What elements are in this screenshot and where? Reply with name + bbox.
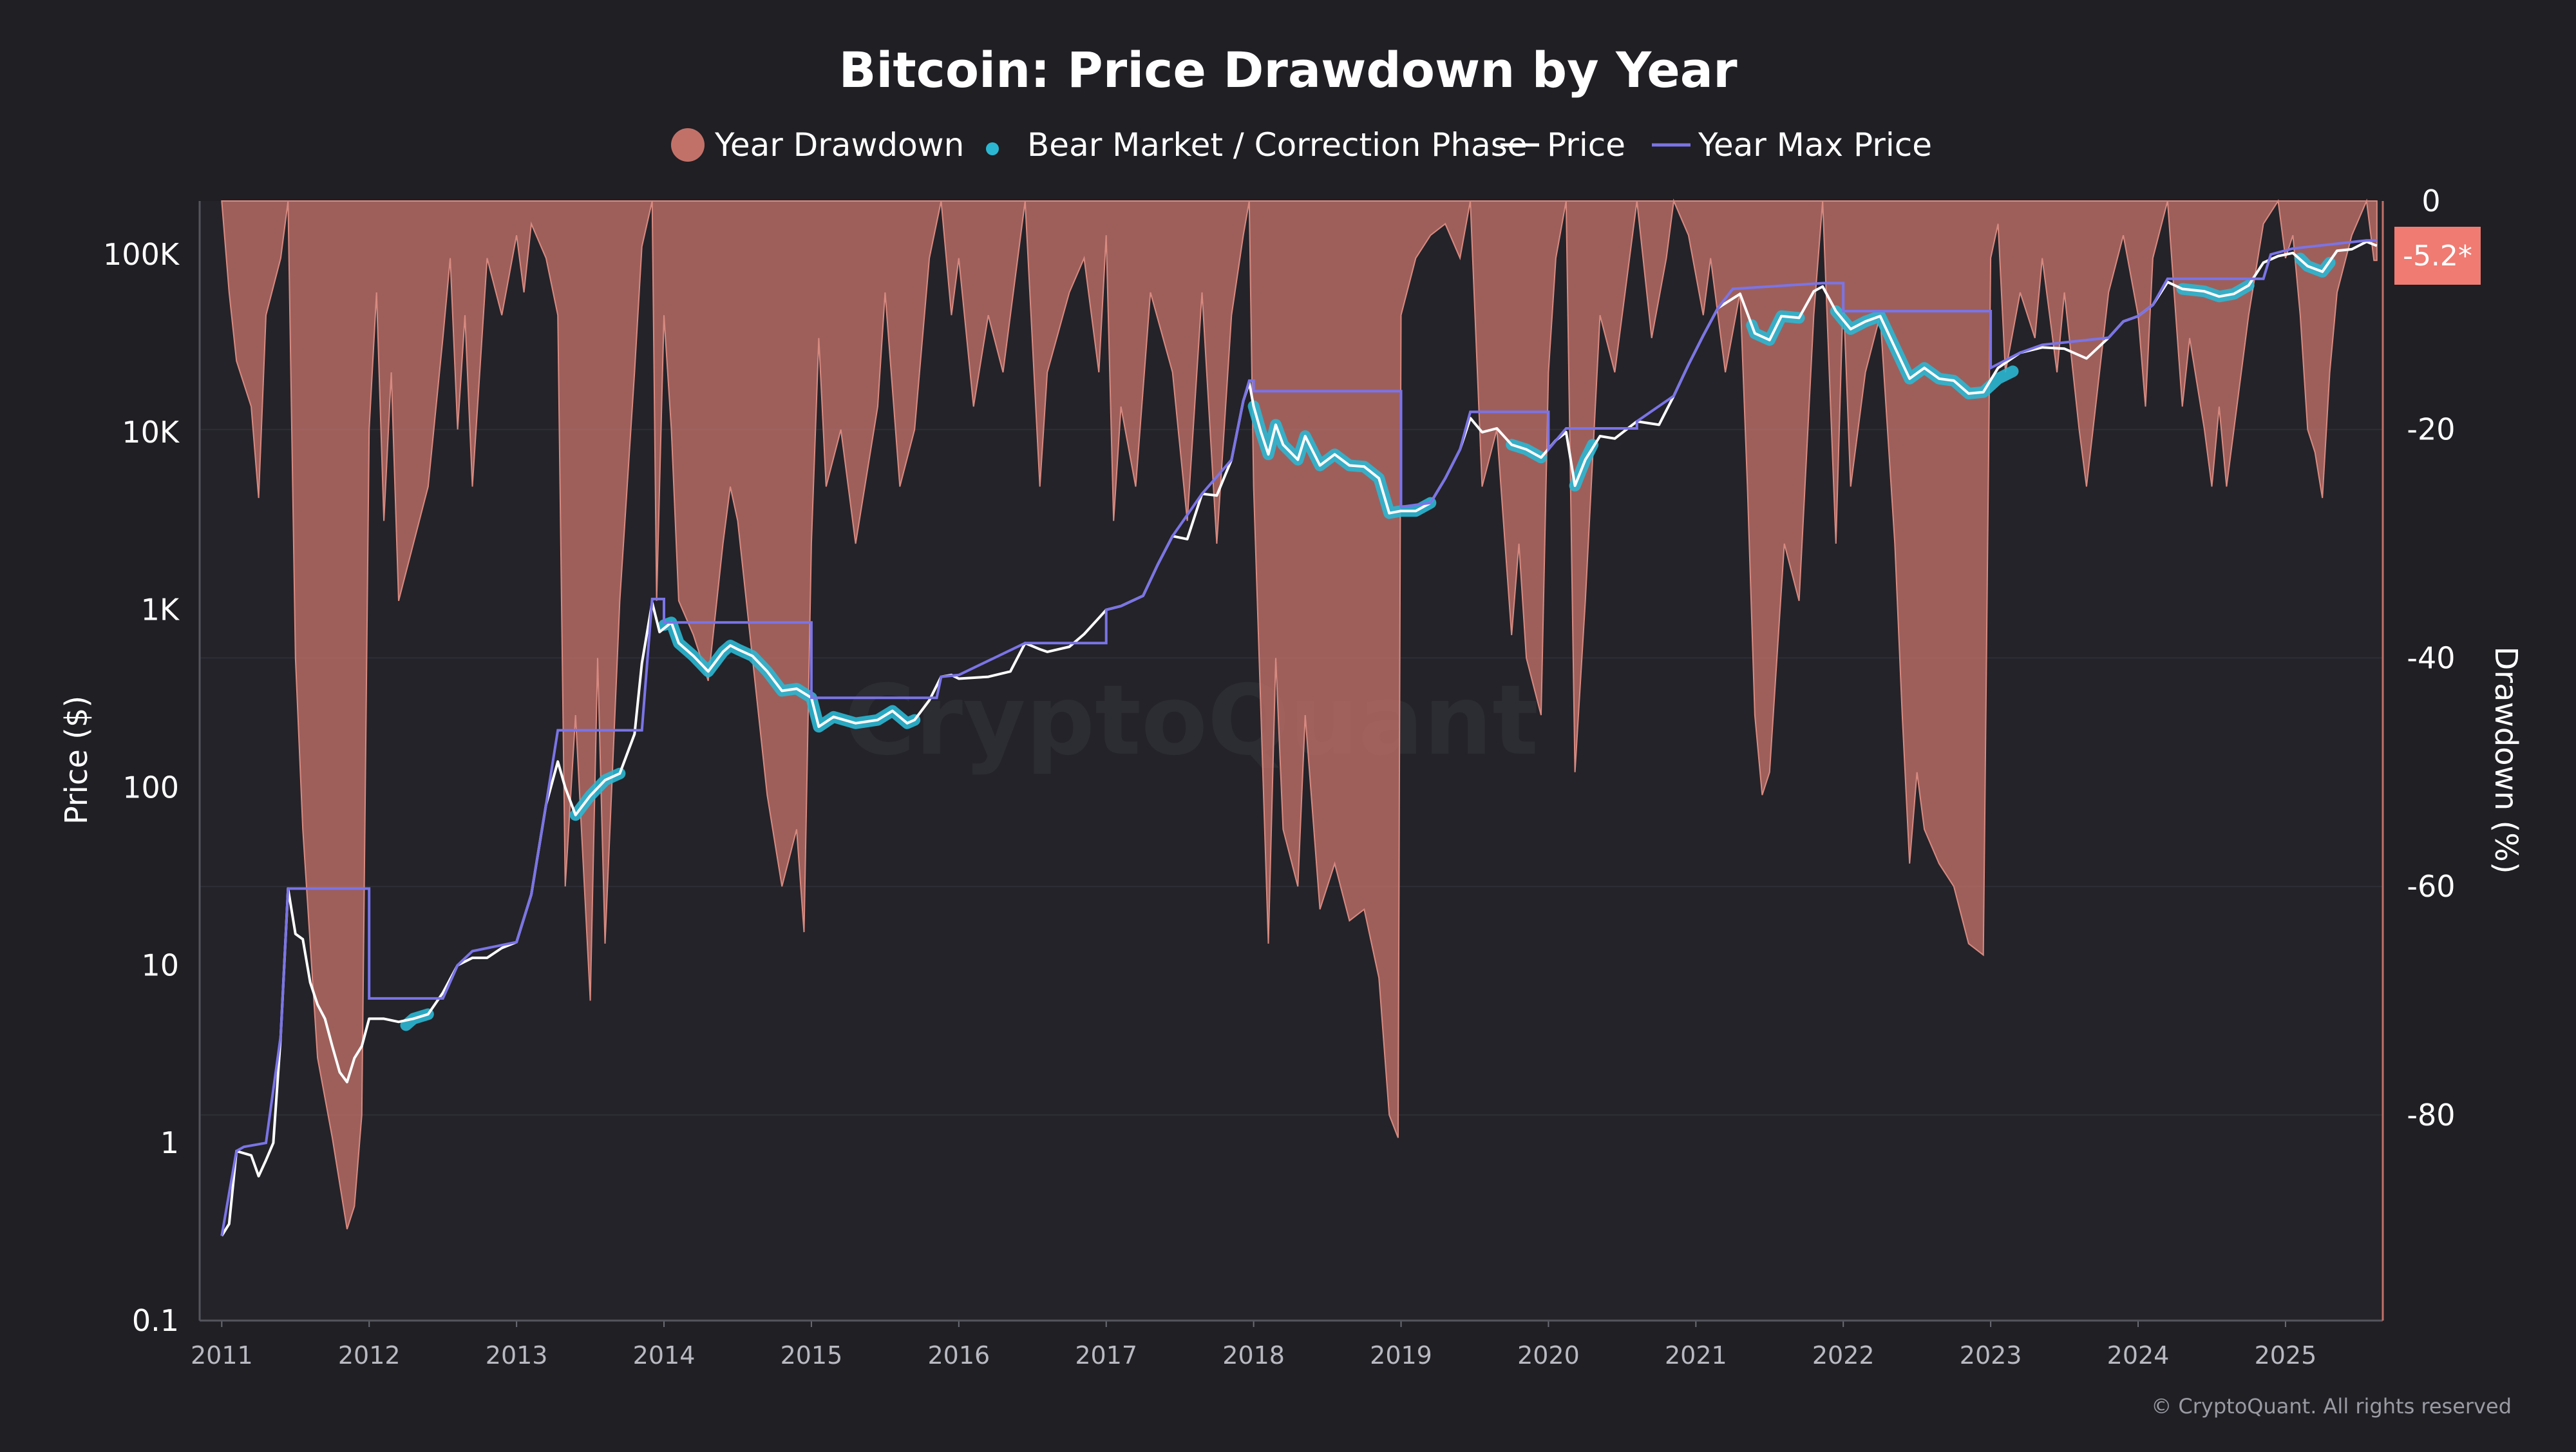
x-tick-label: 2014	[633, 1341, 696, 1370]
legend: Year Drawdown Bear Market / Correction Ph…	[671, 126, 1932, 164]
y-left-tick-label: 1	[160, 1125, 179, 1160]
y-left-tick-label: 10	[141, 948, 179, 982]
x-tick-label: 2019	[1370, 1341, 1432, 1370]
x-tick-label: 2011	[191, 1341, 253, 1370]
axes-layer: 0 -20 -40 -60 -80 0.1 1 10 100 1K 10K 100K 2011 2012 2…	[103, 184, 2456, 1370]
y-left-axis-label: Price ($)	[59, 696, 95, 825]
y-right-tick-label: -20	[2407, 412, 2455, 447]
price-layer	[220, 240, 2378, 1237]
x-tick-label: 2025	[2255, 1341, 2317, 1370]
x-tick-label: 2012	[338, 1341, 401, 1370]
year-max-line	[220, 239, 2377, 1236]
legend-marker-dot	[986, 142, 999, 155]
legend-item: Year Drawdown	[671, 126, 964, 164]
legend-label: Year Drawdown	[714, 126, 964, 164]
legend-label: Year Max Price	[1698, 126, 1932, 164]
y-left-tick-label: 100K	[103, 237, 180, 272]
x-tick-label: 2023	[1960, 1341, 2022, 1370]
legend-item: Price	[1501, 126, 1625, 164]
watermark: CryptoQuant	[844, 665, 1539, 777]
y-right-axis-label: Drawdown (%)	[2488, 646, 2524, 874]
y-left-tick-label: 1K	[141, 593, 180, 627]
current-drawdown-badge-bg	[2394, 227, 2481, 285]
drawdown-area	[221, 198, 2378, 1230]
legend-item: Bear Market / Correction Phase	[986, 126, 1528, 164]
y-left-tick-label: 0.1	[132, 1303, 179, 1338]
y-right-tick-label: -40	[2407, 640, 2455, 675]
current-drawdown-value: -5.2*	[2403, 240, 2472, 272]
year-max-layer	[220, 239, 2377, 1236]
chart-title: Bitcoin: Price Drawdown by Year	[838, 41, 1738, 99]
x-tick-label: 2024	[2107, 1341, 2170, 1370]
price-line	[220, 240, 2378, 1237]
y-left-tick-label: 100	[122, 770, 179, 805]
y-right-tick-label: 0	[2421, 184, 2440, 218]
legend-label: Bear Market / Correction Phase	[1027, 126, 1528, 164]
legend-item: Year Max Price	[1652, 126, 1932, 164]
x-tick-label: 2017	[1075, 1341, 1137, 1370]
drawdown-layer	[221, 198, 2378, 1230]
x-tick-label: 2018	[1222, 1341, 1285, 1370]
x-tick-label: 2013	[486, 1341, 548, 1370]
legend-marker-circle	[671, 128, 705, 162]
copyright-text: © CryptoQuant. All rights reserved	[2151, 1394, 2512, 1419]
legend-label: Price	[1547, 126, 1625, 164]
current-drawdown-badge: -5.2*	[2394, 227, 2481, 285]
x-tick-label: 2015	[781, 1341, 843, 1370]
x-tick-label: 2020	[1517, 1341, 1580, 1370]
x-tick-label: 2021	[1665, 1341, 1727, 1370]
y-right-tick-label: -60	[2407, 869, 2455, 904]
y-left-tick-label: 10K	[122, 415, 180, 450]
y-right-tick-label: -80	[2407, 1098, 2455, 1132]
x-tick-label: 2016	[927, 1341, 990, 1370]
x-tick-label: 2022	[1812, 1341, 1875, 1370]
